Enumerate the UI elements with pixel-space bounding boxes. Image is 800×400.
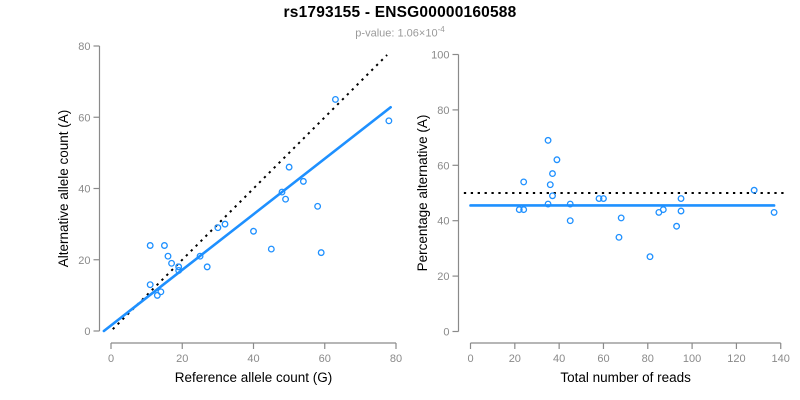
data-point [520, 206, 528, 214]
x-tick-label: 0 [108, 353, 114, 365]
data-point [770, 208, 778, 216]
x-tick-label: 20 [176, 353, 188, 365]
y-tick-label: 0 [84, 326, 90, 338]
data-point [331, 95, 339, 103]
y-tick-label: 100 [431, 50, 449, 62]
x-tick-label: 60 [597, 353, 609, 365]
data-point [153, 291, 161, 299]
y-tick-label: 80 [437, 105, 449, 117]
data-point [549, 170, 556, 178]
data-point [677, 207, 685, 215]
y-axis-title: Alternative allele count (A) [56, 110, 71, 268]
y-axis-title: Percentage alternative (A) [415, 115, 430, 272]
data-point [175, 263, 183, 271]
y-tick-label: 20 [437, 271, 449, 283]
x-tick-label: 60 [319, 353, 331, 365]
data-point [544, 136, 552, 144]
data-point [160, 242, 168, 249]
data-point [299, 177, 307, 185]
x-axis-title: Reference allele count (G) [175, 370, 333, 385]
data-point [267, 245, 275, 253]
y-tick-label: 40 [437, 216, 449, 228]
data-point [175, 266, 183, 274]
data-point [549, 192, 556, 200]
x-axis-title: Total number of reads [560, 370, 691, 385]
data-point [317, 249, 325, 257]
data-point [595, 195, 603, 202]
identity-line [112, 54, 388, 330]
data-point [750, 186, 758, 194]
data-point [314, 202, 322, 210]
data-point [615, 233, 623, 241]
data-point [146, 281, 154, 289]
data-point [282, 195, 290, 203]
data-point [677, 195, 685, 202]
data-point [520, 178, 528, 186]
data-point [203, 263, 211, 271]
data-point [146, 242, 154, 249]
data-point [221, 220, 229, 228]
data-point [673, 222, 681, 230]
data-point [617, 214, 625, 222]
x-tick-label: 20 [509, 353, 521, 365]
left-plot: 0 20 40 60 80 0 20 40 60 80 Reference allele count… [56, 41, 402, 385]
y-tick-label: 20 [78, 255, 90, 267]
x-tick-label: 40 [553, 353, 565, 365]
data-point [566, 217, 574, 225]
y-tick-label: 0 [443, 327, 449, 339]
data-point [600, 195, 607, 202]
data-point [515, 206, 523, 214]
data-point [553, 156, 561, 164]
x-tick-label: 120 [727, 353, 745, 365]
data-point [278, 188, 286, 196]
data-point [646, 253, 654, 261]
y-tick-label: 40 [78, 184, 90, 196]
data-point [566, 200, 574, 208]
data-point [546, 181, 554, 189]
regression-line [102, 105, 392, 333]
data-point [196, 252, 204, 260]
x-tick-label: 140 [772, 353, 790, 365]
data-point [250, 227, 257, 235]
x-tick-label: 80 [390, 353, 402, 365]
data-point [655, 208, 663, 216]
data-point [214, 224, 222, 232]
y-tick-label: 80 [78, 41, 90, 53]
y-tick-label: 60 [437, 160, 449, 172]
x-tick-label: 100 [683, 353, 701, 365]
x-tick-label: 80 [642, 353, 654, 365]
x-tick-label: 0 [467, 353, 473, 365]
data-point [164, 252, 172, 260]
y-tick-label: 60 [78, 112, 90, 124]
data-point [385, 117, 393, 125]
data-point [285, 163, 293, 171]
right-plot: 0 20 40 60 80 100 0 20 40 60 80 100 120 140 Total numb… [415, 50, 790, 386]
x-tick-label: 40 [247, 353, 259, 365]
data-point [544, 200, 552, 208]
data-point [168, 259, 176, 267]
data-point [157, 288, 165, 296]
